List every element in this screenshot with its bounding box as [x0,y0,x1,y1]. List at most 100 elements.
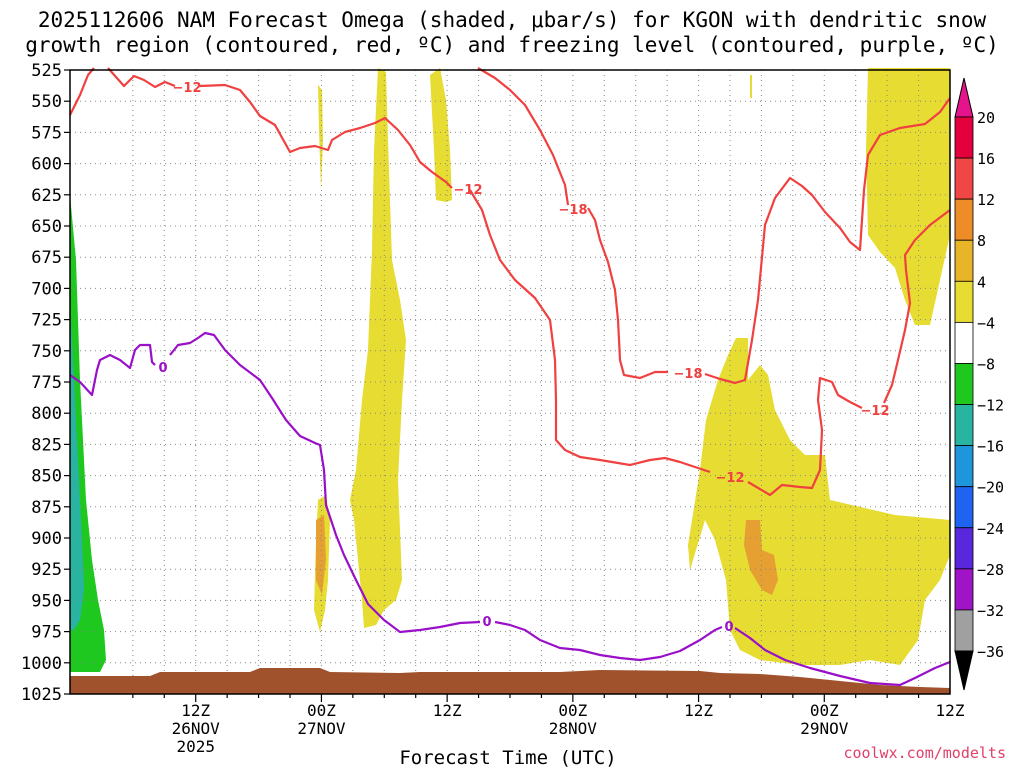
colorbar-label: −36 [977,643,1004,661]
colorbar-bottom-arrow [954,650,974,691]
snow-growth-contour [882,209,951,404]
contour-label: −12 [173,81,202,96]
freezing-level-contour [169,331,481,634]
x-tick-label: 00Z [558,701,587,720]
x-tick-label: 12Z [936,701,965,720]
omega-region [750,75,752,98]
colorbar-label: −32 [977,602,1004,620]
colorbar-swatch [954,321,974,364]
x-tick-label: 12Z [181,701,210,720]
snow-growth-contour [747,376,863,497]
snow-growth-contour [477,67,570,206]
colorbar-swatch [954,363,974,405]
colorbar-swatch [954,157,974,200]
y-tick-label: 975 [31,623,62,643]
colorbar-swatch [954,445,974,488]
ground-fill [70,668,950,694]
chart-title-line1: 2025112606 NAM Forecast Omega (shaded, μ… [37,8,987,32]
colorbar-swatch [954,527,974,570]
colorbar-top-arrow [954,77,974,118]
colorbar-swatch [954,239,974,282]
y-tick-label: 750 [31,342,62,362]
y-tick-label: 625 [31,186,62,206]
x-date-label: 28NOV [549,719,598,738]
freezing-level-contour [494,620,723,662]
snow-growth-contour [587,207,668,380]
grid-lines [70,70,950,694]
omega-region [744,520,778,595]
colorbar: 20 16 12 8 4 −4 −8 −12 −16 −20 −24 −28 −32 −36 [954,77,1004,691]
x-tick-label: 12Z [433,701,462,720]
y-tick-label: 1000 [21,654,62,674]
contour-label: −18 [559,203,588,218]
snow-growth-contour [69,67,95,116]
contour-label: −12 [861,404,890,419]
x-tick-label: 12Z [684,701,713,720]
contour-label: −12 [454,183,483,198]
y-tick-label: 875 [31,498,62,518]
x-year-label: 2025 [176,737,215,756]
snow-growth-contour [469,189,711,474]
colorbar-swatch [954,609,974,652]
snow-growth-contour [199,83,453,189]
colorbar-label: 8 [977,232,986,250]
snow-growth-contour [107,67,176,89]
omega-region [70,300,84,630]
colorbar-label: −16 [977,438,1004,456]
freezing-level-contour [734,627,951,687]
contour-label: 0 [158,361,167,376]
omega-region [430,68,452,202]
colorbar-label: −20 [977,479,1004,497]
y-tick-label: 700 [31,279,62,299]
contour-label: 0 [724,620,733,635]
y-tick-label: 550 [31,92,62,112]
contour-label: −18 [674,367,703,382]
y-tick-label: 650 [31,217,62,237]
colorbar-label: 4 [977,273,986,291]
y-tick-label: 1025 [21,685,62,705]
omega-region [350,68,406,628]
colorbar-label: −8 [977,355,995,373]
omega-region [318,85,323,190]
colorbar-swatch [954,486,974,529]
y-tick-label: 825 [31,435,62,455]
credit-footer: coolwx.com/modelts [843,744,1006,762]
x-date-label: 29NOV [800,719,849,738]
x-tick-label: 00Z [810,701,839,720]
colorbar-swatch [954,568,974,611]
colorbar-label: 20 [977,109,995,127]
colorbar-label: 12 [977,191,995,209]
y-tick-label: 800 [31,404,62,424]
colorbar-swatch [954,280,974,323]
colorbar-label: −12 [977,397,1004,415]
x-date-label: 26NOV [172,719,221,738]
y-axis: 525 550 575 600 625 650 675 700 725 750 775 800 825 8… [21,61,70,705]
freezing-level-contour [69,343,156,397]
colorbar-label: 16 [977,150,995,168]
contour-label: 0 [482,615,491,630]
y-tick-label: 675 [31,248,62,268]
x-tick-label: 00Z [307,701,336,720]
contour-labels: −12 −12 −18 −18 −12 −12 0 0 0 [158,81,889,635]
y-tick-label: 925 [31,560,62,580]
y-tick-label: 525 [31,61,62,81]
snow-growth-contour [704,97,951,385]
ground-layer [70,668,950,694]
y-tick-label: 950 [31,591,62,611]
chart-title-line2: growth region (contoured, red, ºC) and f… [25,33,999,57]
colorbar-swatch [954,404,974,447]
x-axis-label: Forecast Time (UTC) [399,747,616,768]
y-tick-label: 775 [31,373,62,393]
omega-region [688,338,950,665]
colorbar-swatch [954,198,974,241]
colorbar-label: −4 [977,314,995,332]
contour-label: −12 [716,471,745,486]
y-tick-label: 900 [31,529,62,549]
y-tick-label: 725 [31,311,62,331]
colorbar-label: −24 [977,520,1004,538]
colorbar-label: −28 [977,561,1004,579]
x-date-label: 27NOV [297,719,346,738]
colorbar-swatch [954,116,974,159]
